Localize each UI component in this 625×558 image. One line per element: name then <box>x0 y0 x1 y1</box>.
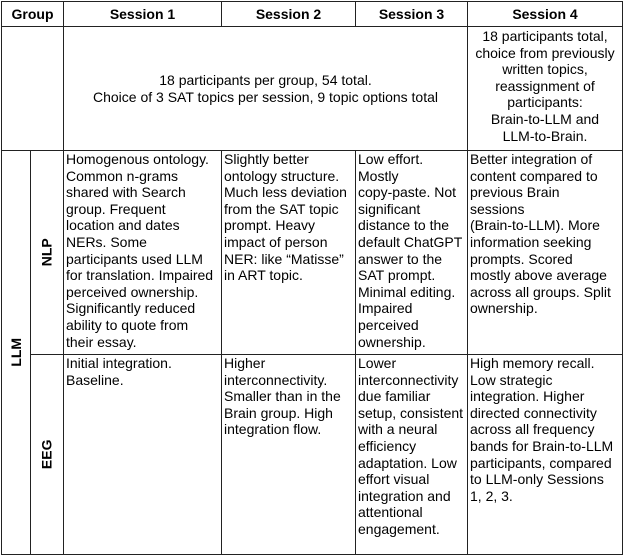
header-session-3: Session 3 <box>355 1 468 27</box>
header-session-2: Session 2 <box>221 1 356 27</box>
header-session-1: Session 1 <box>63 1 222 27</box>
table-row-nlp: LLM NLP Homogenous ontology. Common n-gr… <box>1 150 623 555</box>
info-row: 18 participants per group, 54 total. Cho… <box>1 26 623 151</box>
info-session-4: 18 participants total, choice from previ… <box>467 26 623 151</box>
info-group-empty <box>1 26 64 151</box>
eeg-session-2: Higher interconnectivity. Smaller than i… <box>221 354 356 555</box>
nlp-session-4: Better integration of content compared t… <box>467 150 623 355</box>
eeg-session-1: Initial integration. Baseline. <box>63 354 222 555</box>
info-sessions-1-3: 18 participants per group, 54 total. Cho… <box>63 26 468 151</box>
row-label-eeg: EEG <box>30 354 64 555</box>
header-group: Group <box>1 1 64 27</box>
nlp-session-3: Low effort. Mostly copy-paste. Not signi… <box>355 150 468 355</box>
table-row-eeg: EEG Initial integration. Baseline. Highe… <box>2 354 623 555</box>
header-row: Group Session 1 Session 2 Session 3 Sess… <box>1 1 623 27</box>
nlp-session-1: Homogenous ontology. Common n-grams shar… <box>63 150 222 355</box>
eeg-session-4: High memory recall. Low strategic integr… <box>467 354 623 555</box>
nlp-session-2: Slightly better ontology structure. Much… <box>221 150 356 355</box>
group-label-llm: LLM <box>1 150 31 555</box>
header-session-4: Session 4 <box>467 1 623 27</box>
row-label-nlp: NLP <box>30 150 64 355</box>
eeg-session-3: Lower interconnectivity due familiar set… <box>355 354 468 555</box>
